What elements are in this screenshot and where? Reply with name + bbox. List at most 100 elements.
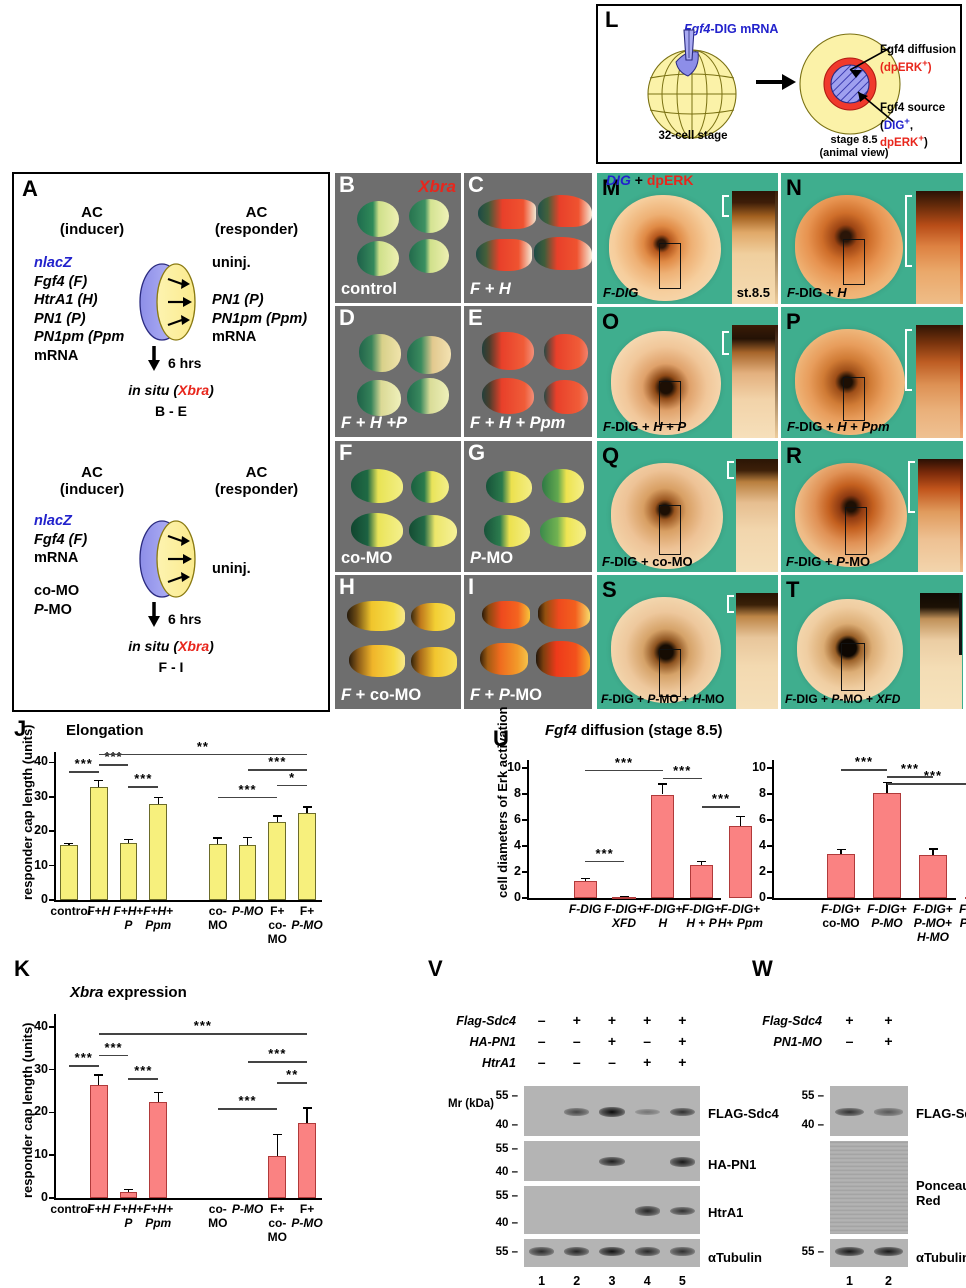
blot-row-2-lane-3: + — [643, 1054, 652, 1070]
panel-o-label: F-DIG + H + P — [603, 419, 687, 434]
responder-gene-list-bottom: uninj. — [212, 560, 251, 579]
x-axis-U2 — [772, 898, 956, 900]
y-tick-30 — [49, 1068, 54, 1071]
mw-marker-2-0: 55 – — [495, 1189, 518, 1202]
panel-range-top: B - E — [155, 403, 187, 419]
callout-diffusion: Fgf4 diffusion (dpERK+) — [880, 44, 957, 74]
y-tick-label-20: 20 — [34, 823, 48, 838]
chart-u1-diffusion: U Fgf4 diffusion (stage 8.5) cell diameter… — [487, 707, 763, 946]
panel-letter-r: R — [786, 443, 802, 468]
bar-U1-0 — [573, 880, 597, 898]
responder-gene-list-top: uninj. PN1 (P) PN1pm (Ppm) mRNA — [212, 254, 307, 347]
bar-K-6 — [268, 1156, 287, 1198]
panel-letter-i: I — [468, 574, 475, 599]
y-tick-40 — [49, 761, 54, 764]
errcap-K-2 — [123, 1189, 133, 1191]
panel-m-label: F-DIG — [603, 285, 639, 300]
sig-line-J-3 — [98, 753, 308, 756]
bracket-m — [722, 195, 729, 217]
blot-row-2-lane-2: – — [608, 1054, 616, 1070]
responder-uninj: uninj. — [212, 255, 251, 271]
dig-text: DIG — [606, 172, 631, 188]
y-tick-label-4: 4 — [759, 837, 766, 852]
panel-h-label: F + co-MO — [341, 686, 422, 704]
sig-stars-K-3: *** — [193, 1018, 212, 1034]
responder-header-bottom: AC (responder) — [214, 464, 299, 498]
left-caption: 32-cell stage — [658, 130, 728, 142]
magnified-strip-o — [732, 325, 778, 438]
sig-line-U1-0 — [585, 860, 624, 863]
y-tick-10 — [767, 767, 772, 769]
mw-marker-2-1: 40 – — [495, 1217, 518, 1230]
errcap-J-7 — [302, 806, 312, 808]
egg-pair-diagram-top — [139, 263, 196, 341]
y-tick-label-8: 8 — [514, 785, 521, 800]
y-tick-2 — [767, 871, 772, 873]
errbar-J-7 — [306, 806, 308, 813]
sig-stars-K-5: ** — [286, 1067, 299, 1083]
panel-c-image: C F + H — [463, 172, 593, 304]
band-1-lane-2 — [599, 1157, 625, 1167]
y-tick-2 — [522, 871, 527, 873]
chart-k-xbra: K Xbra expression responder cap length (un… — [8, 958, 328, 1246]
panel-e-image: E F + H + Ppm — [463, 305, 593, 438]
sig-line-U1-1 — [585, 769, 663, 772]
errcap-U1-1 — [619, 895, 629, 898]
bracket-o — [722, 331, 729, 355]
errcap-U1-3 — [697, 860, 707, 863]
x-label-J-3: F+H+ Ppm — [143, 904, 174, 932]
bar-J-3 — [149, 804, 168, 900]
chart-letter-U1: U — [493, 726, 509, 751]
panel-letter-q: Q — [602, 443, 620, 468]
sig-stars-J-5: * — [289, 769, 296, 785]
bar-J-6 — [268, 821, 287, 900]
sig-line-K-0 — [68, 1065, 99, 1067]
sig-stars-J-1: *** — [104, 749, 123, 765]
panel-s-image: S F-DIG + P-MO + H-MO — [596, 574, 779, 710]
roi-box-t — [841, 643, 865, 691]
panel-f-image: F co-MO — [334, 440, 462, 573]
roi-box-r — [845, 507, 867, 555]
sig-stars-U1-0: *** — [595, 845, 614, 861]
magnified-strip-n — [916, 191, 962, 304]
sig-line-U2-1 — [887, 776, 933, 778]
gene-fgf4-2: Fgf4 (F) — [34, 531, 88, 548]
x-axis-J — [54, 900, 322, 902]
y-tick-10 — [49, 1154, 54, 1156]
x-label-U2-1: F-DIG+ P-MO — [867, 902, 907, 930]
mw-marker-0-0: 55 – — [495, 1090, 518, 1102]
panel-letter-d: D — [339, 305, 355, 330]
errbar-J-1 — [97, 779, 100, 788]
panel-n-label: F-DIG + H — [787, 285, 847, 300]
bracket-p — [905, 329, 912, 391]
errbar-U1-0 — [584, 877, 586, 881]
panel-q-image: Q F-DIG + co-MO — [596, 440, 779, 573]
sig-line-K-2 — [128, 1078, 159, 1080]
blot-row-1-lane-0: – — [845, 1033, 854, 1049]
band-0-lane-0 — [835, 1107, 864, 1117]
blot-row-label-1: PN1-MO — [773, 1035, 822, 1049]
responder-uninj-2: uninj. — [212, 561, 251, 577]
x-label-K-2: F+H+ P — [113, 1202, 144, 1230]
panel-letter-v: V — [428, 956, 443, 981]
time-label-top: 6 hrs — [168, 355, 202, 371]
sig-stars-J-2: *** — [134, 771, 153, 787]
chart-j-elongation: J Elongation responder cap length (units) 0… — [8, 718, 328, 946]
right-caption: stage 8.5 (animal view) — [819, 134, 889, 159]
panel-letter-c: C — [468, 172, 484, 197]
errbar-U2-2 — [932, 848, 934, 856]
sig-line-J-0 — [68, 770, 99, 773]
roi-box-o — [659, 381, 681, 425]
sig-stars-J-6: *** — [268, 754, 287, 770]
errcap-J-0 — [64, 842, 74, 844]
y-tick-6 — [767, 819, 772, 821]
x-label-J-5: P-MO — [231, 904, 264, 918]
sig-stars-K-2: *** — [134, 1063, 153, 1079]
blot-row-1-lane-1: – — [572, 1033, 581, 1049]
stage-label-m: st.8.5 — [736, 285, 770, 300]
panel-letter-o: O — [602, 309, 620, 334]
lane-number-2: 2 — [885, 1274, 892, 1288]
blot-row-0-lane-2: + — [607, 1012, 617, 1028]
magnified-strip-t — [920, 593, 962, 709]
mw-marker-2-0: 55 – — [801, 1246, 824, 1258]
